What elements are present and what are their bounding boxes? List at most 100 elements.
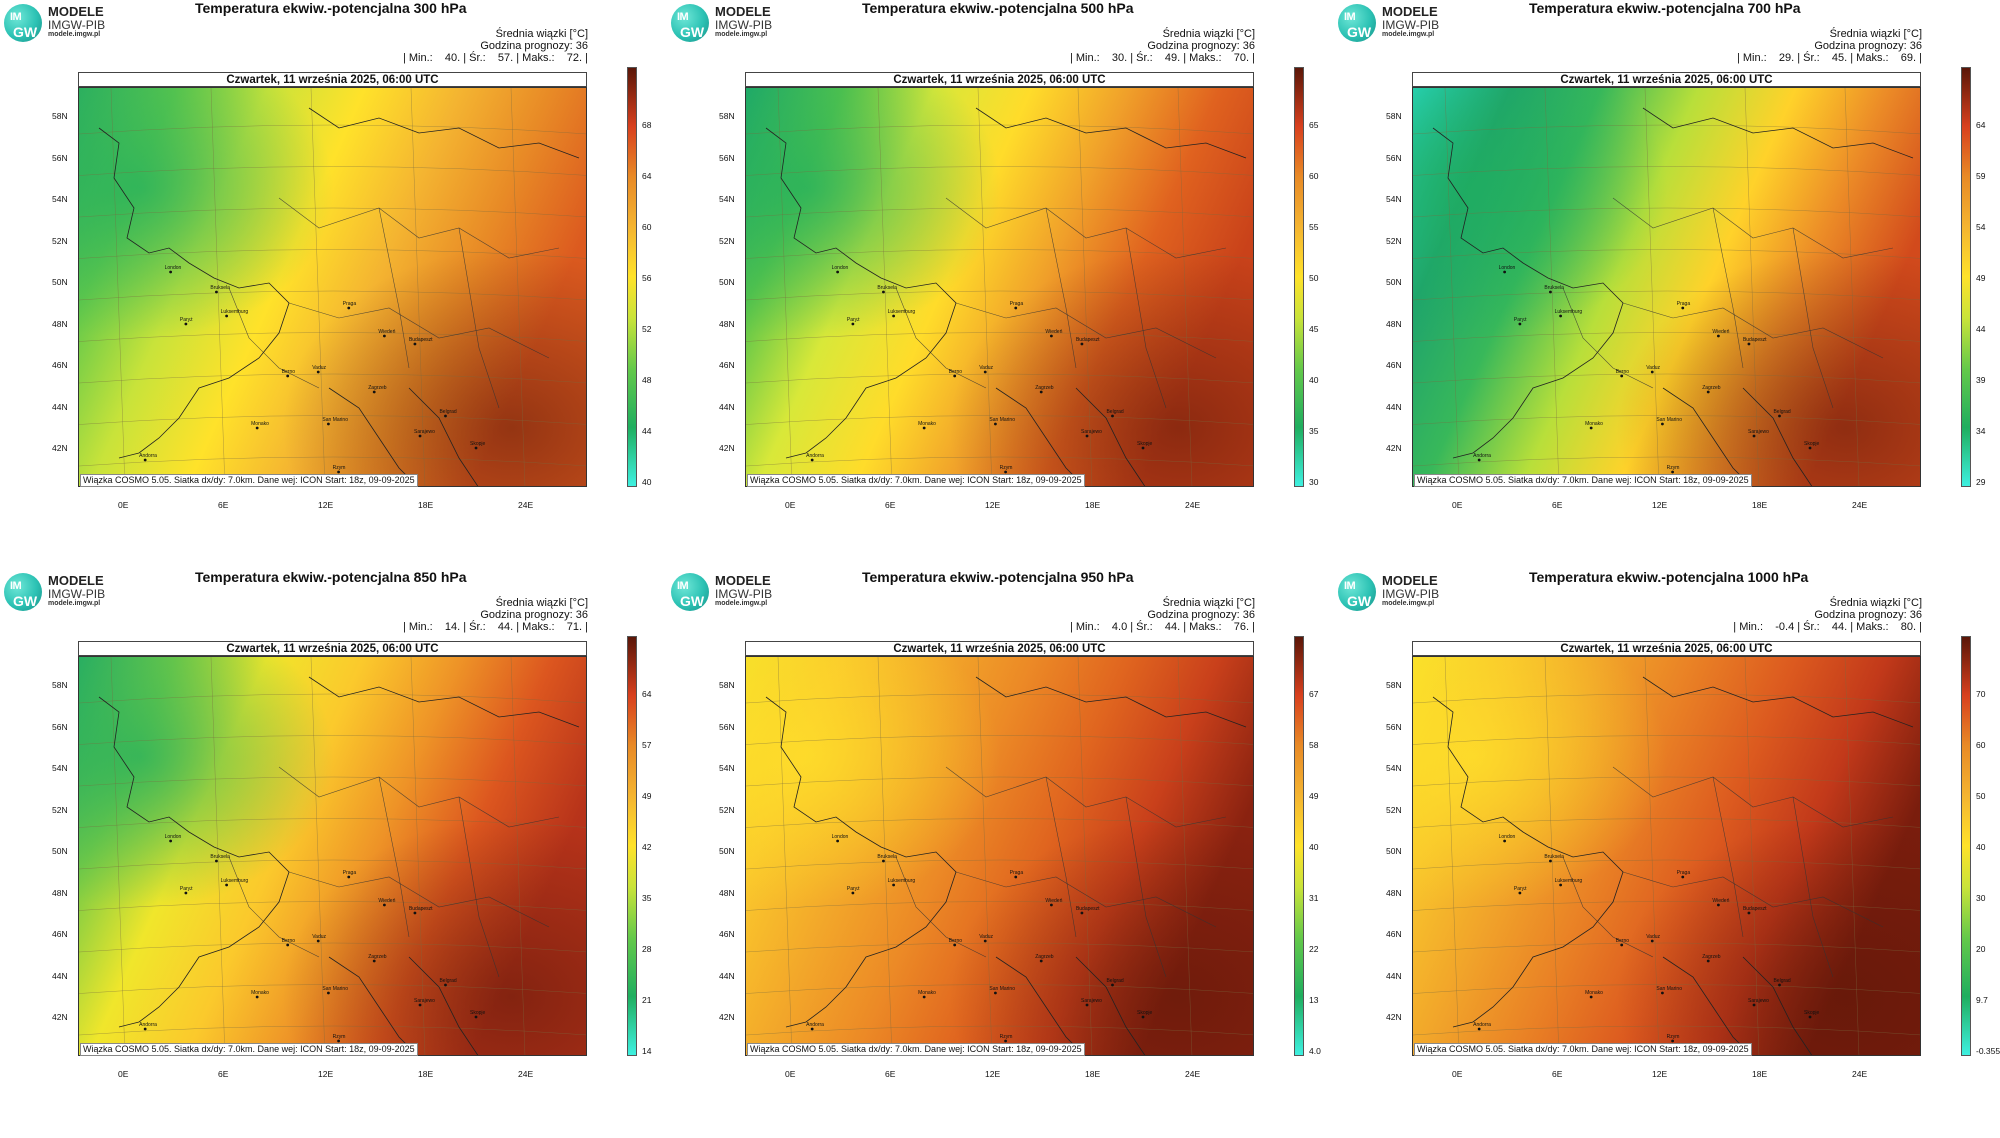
source-info: Wiązka COSMO 5.05. Siatka dx/dy: 7.0km. … bbox=[1414, 474, 1752, 487]
temperature-map[interactable]: London Bruksela Paryż Luksemburg Praga Wiedeń… bbox=[745, 656, 1254, 1056]
country-border bbox=[1612, 197, 1894, 259]
latitude-line bbox=[1413, 249, 1920, 259]
longitude-line bbox=[1744, 657, 1760, 1055]
temperature-map[interactable]: London Bruksela Paryż Luksemburg Praga Wiedeń… bbox=[1412, 656, 1921, 1056]
logo-org: IMGW-PIB bbox=[715, 18, 773, 32]
latitude-line bbox=[79, 290, 586, 301]
colorbar-tick: 60 bbox=[1309, 171, 1319, 181]
lat-label: 48N bbox=[719, 318, 735, 329]
coastline bbox=[975, 107, 1247, 159]
city-marker bbox=[372, 959, 376, 963]
longitude-line bbox=[410, 88, 426, 486]
stats-title: Średnia wiązki [°C] bbox=[1162, 28, 1255, 40]
logo-im: IM bbox=[10, 11, 22, 23]
logo-gw: GW bbox=[680, 593, 705, 609]
longitude-line bbox=[510, 88, 526, 486]
latitude-line bbox=[79, 776, 586, 787]
colorbar-tick: 52 bbox=[642, 324, 652, 334]
latitude-line bbox=[79, 735, 586, 745]
lat-label: 54N bbox=[52, 194, 68, 204]
stats-block: Średnia wiązki [°C] Godzina prognozy: 36 |… bbox=[1070, 597, 1255, 633]
city-label: Skopje bbox=[1804, 1010, 1820, 1016]
logo-url: modele.imgw.pl bbox=[48, 600, 101, 607]
city-marker bbox=[1477, 458, 1481, 462]
country-border bbox=[955, 871, 1217, 928]
colorbar-tick: 45 bbox=[1309, 324, 1319, 334]
forecast-hour: Godzina prognozy: 36 bbox=[1814, 609, 1922, 621]
imgw-logo: IM GW MODELE IMGW-PIB modele.imgw.pl bbox=[671, 2, 801, 44]
lat-label: 46N bbox=[52, 360, 68, 370]
latitude-line bbox=[746, 942, 1253, 953]
temperature-map[interactable]: London Bruksela Paryż Luksemburg Praga Wiedeń… bbox=[78, 87, 587, 487]
lat-label: 48N bbox=[719, 887, 735, 898]
longitude-line bbox=[110, 88, 126, 486]
city-marker bbox=[337, 1039, 340, 1043]
city-label: Budapeszt bbox=[1076, 337, 1100, 343]
lat-label: 46N bbox=[719, 929, 735, 939]
logo-im: IM bbox=[677, 11, 689, 23]
stats-values: | Min.: 40. | Śr.: 57. | Maks.: 72. | bbox=[402, 52, 588, 64]
city-marker bbox=[316, 370, 320, 374]
longitude-line bbox=[1177, 88, 1193, 486]
city-label: Skopje bbox=[1804, 441, 1820, 447]
forecast-hour: Godzina prognozy: 36 bbox=[480, 609, 588, 621]
city-marker bbox=[1778, 983, 1781, 987]
coastline bbox=[765, 127, 957, 459]
date-bar: Czwartek, 11 września 2025, 06:00 UTC bbox=[78, 72, 587, 87]
temperature-map[interactable]: London Bruksela Paryż Luksemburg Praga Wiedeń… bbox=[745, 87, 1254, 487]
city-marker bbox=[1559, 314, 1563, 318]
lat-label: 46N bbox=[52, 929, 68, 939]
city-marker bbox=[337, 470, 340, 474]
longitude-line bbox=[1444, 88, 1460, 486]
city-marker bbox=[1518, 891, 1522, 895]
lat-label: 56N bbox=[1386, 721, 1402, 732]
date-bar: Czwartek, 11 września 2025, 06:00 UTC bbox=[745, 72, 1254, 87]
temperature-map[interactable]: London Bruksela Paryż Luksemburg Praga Wiedeń… bbox=[1412, 87, 1921, 487]
panel-title: Temperatura ekwiw.-potencjalna 1000 hPa bbox=[1529, 569, 1809, 585]
cool-region bbox=[1413, 88, 1920, 486]
lat-label: 54N bbox=[719, 763, 735, 773]
map-panel-950: IM GW MODELE IMGW-PIB modele.imgw.pl Temperat… bbox=[667, 569, 1333, 1138]
longitude-line bbox=[877, 88, 893, 486]
colorbar-tick: 13 bbox=[1309, 995, 1319, 1005]
imgw-logo: IM GW MODELE IMGW-PIB modele.imgw.pl bbox=[1338, 2, 1468, 44]
city-label: Andorra bbox=[139, 453, 157, 459]
lat-label: 58N bbox=[1386, 111, 1402, 121]
latitude-line bbox=[79, 373, 586, 384]
country-border bbox=[945, 197, 1227, 259]
city-marker bbox=[892, 883, 896, 887]
longitude-line bbox=[1077, 657, 1093, 1055]
logo-modele: MODELE bbox=[715, 573, 771, 588]
latitude-line bbox=[746, 901, 1253, 911]
stats-values: | Min.: 14. | Śr.: 44. | Maks.: 71. | bbox=[402, 621, 588, 633]
lat-label: 58N bbox=[719, 111, 735, 121]
source-info: Wiązka COSMO 5.05. Siatka dx/dy: 7.0km. … bbox=[80, 474, 418, 487]
colorbar-tick: 68 bbox=[642, 120, 652, 130]
city-marker bbox=[1650, 939, 1654, 943]
latitude-line bbox=[1413, 456, 1920, 467]
date-bar: Czwartek, 11 września 2025, 06:00 UTC bbox=[745, 641, 1254, 656]
latitude-line bbox=[746, 735, 1253, 745]
city-label: Budapeszt bbox=[1076, 906, 1100, 912]
lat-label: 48N bbox=[52, 318, 68, 329]
longitude-line bbox=[777, 657, 793, 1055]
lat-label: 44N bbox=[52, 401, 68, 412]
temperature-map[interactable]: London Bruksela Paryż Luksemburg Praga Wiedeń… bbox=[78, 656, 587, 1056]
city-marker bbox=[184, 891, 188, 895]
lon-label: 6E bbox=[885, 500, 896, 510]
city-marker bbox=[1050, 334, 1053, 338]
lon-label: 0E bbox=[118, 500, 129, 510]
lon-label: 12E bbox=[318, 500, 334, 510]
city-marker bbox=[882, 859, 885, 863]
stats-block: Średnia wiązki [°C] Godzina prognozy: 36 |… bbox=[1733, 597, 1922, 633]
lon-label: 12E bbox=[1652, 500, 1668, 510]
city-label: Sarajewo bbox=[1081, 429, 1102, 435]
imgw-logo: IM GW MODELE IMGW-PIB modele.imgw.pl bbox=[4, 2, 134, 44]
coastline bbox=[98, 696, 290, 1028]
city-label: Andorra bbox=[806, 1022, 824, 1028]
country-border bbox=[458, 227, 500, 409]
longitude-line bbox=[310, 657, 326, 1055]
city-label: Praga bbox=[343, 301, 357, 307]
city-label: Berno bbox=[1616, 369, 1630, 375]
city-marker bbox=[922, 426, 926, 430]
